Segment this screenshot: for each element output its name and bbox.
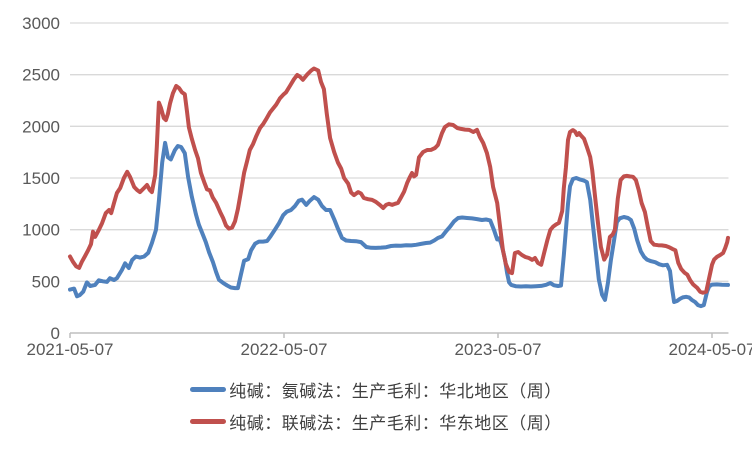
y-axis-tick-label: 2000 (22, 117, 60, 136)
y-axis-tick-label: 1000 (22, 221, 60, 240)
legend-label-combined-east: 纯碱：联碱法：生产毛利：华东地区（周） (229, 413, 562, 433)
series-line-ammonia-north (68, 140, 730, 309)
legend-item-ammonia-north: 纯碱：氨碱法：生产毛利：华北地区（周） (190, 374, 562, 404)
legend-item-combined-east: 纯碱：联碱法：生产毛利：华东地区（周） (190, 406, 562, 436)
x-axis-tick-label: 2024-05-07 (669, 340, 752, 359)
y-axis-tick-label: 2500 (22, 66, 60, 85)
legend-swatch-red-line (190, 418, 227, 424)
x-axis-tick-label: 2023-05-07 (455, 340, 542, 359)
chart-legend: 纯碱：氨碱法：生产毛利：华北地区（周） 纯碱：联碱法：生产毛利：华东地区（周） (0, 374, 752, 436)
y-axis-tick-label: 0 (51, 324, 60, 343)
legend-label-ammonia-north: 纯碱：氨碱法：生产毛利：华北地区（周） (229, 381, 562, 401)
y-axis-tick-label: 500 (32, 272, 60, 291)
series-line-combined-east (68, 66, 730, 295)
legend-swatch-blue-line (190, 386, 227, 392)
x-axis-tick-label: 2022-05-07 (241, 340, 328, 359)
x-axis-tick-label: 2021-05-07 (27, 340, 114, 359)
y-axis-tick-label: 3000 (22, 14, 60, 33)
y-axis-tick-label: 1500 (22, 169, 60, 188)
